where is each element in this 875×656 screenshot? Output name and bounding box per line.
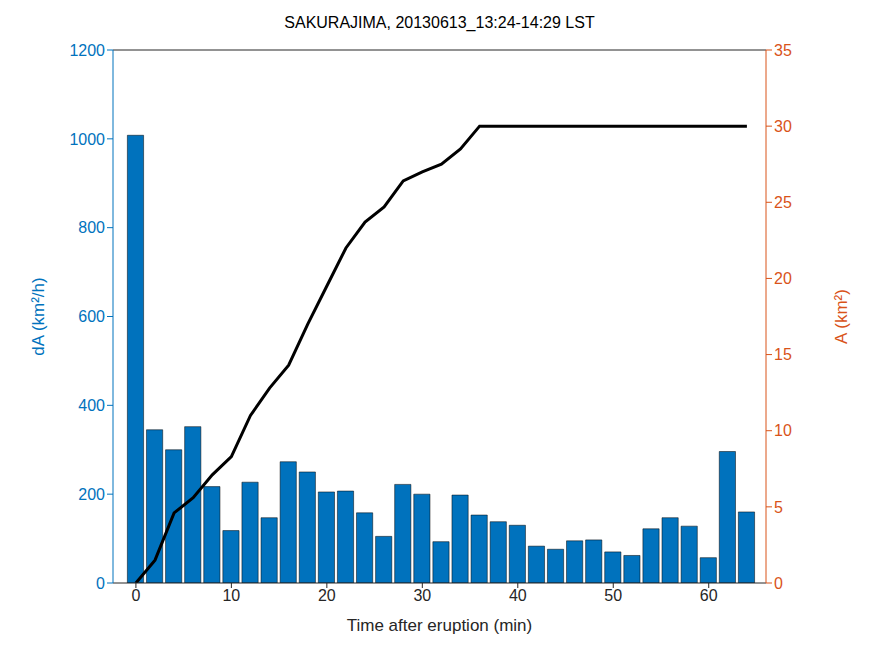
svg-text:400: 400: [78, 397, 105, 414]
svg-text:A (km²): A (km²): [832, 289, 851, 344]
svg-text:Time after eruption (min): Time after eruption (min): [347, 616, 532, 635]
svg-text:40: 40: [509, 587, 527, 604]
svg-text:1200: 1200: [69, 42, 105, 59]
svg-text:5: 5: [774, 499, 783, 516]
svg-text:0: 0: [774, 575, 783, 592]
svg-text:30: 30: [774, 118, 792, 135]
svg-text:20: 20: [774, 270, 792, 287]
svg-text:10: 10: [222, 587, 240, 604]
svg-text:0: 0: [96, 575, 105, 592]
svg-text:800: 800: [78, 219, 105, 236]
svg-text:15: 15: [774, 346, 792, 363]
svg-text:20: 20: [318, 587, 336, 604]
svg-text:60: 60: [700, 587, 718, 604]
svg-text:25: 25: [774, 194, 792, 211]
svg-text:dA (km²/h): dA (km²/h): [29, 277, 48, 355]
svg-text:50: 50: [604, 587, 622, 604]
svg-text:30: 30: [413, 587, 431, 604]
svg-text:1000: 1000: [69, 131, 105, 148]
svg-text:600: 600: [78, 308, 105, 325]
svg-text:200: 200: [78, 486, 105, 503]
html-text:SAKURAJIMA, 20130613_13:24-14:: SAKURAJIMA, 20130613_13:24-14:29 LST: [284, 14, 595, 31]
svg-text:10: 10: [774, 422, 792, 439]
svg-text:0: 0: [131, 587, 140, 604]
svg-text:35: 35: [774, 42, 792, 59]
